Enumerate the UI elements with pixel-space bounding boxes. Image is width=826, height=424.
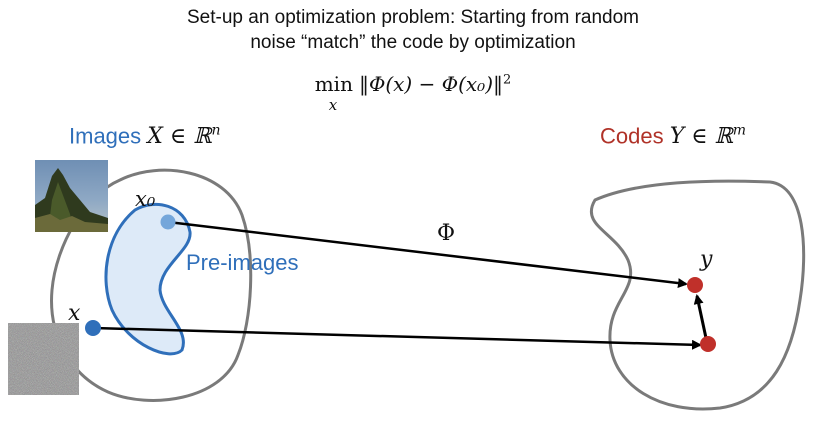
- formula-body: ‖Φ(x) − Φ(x₀)‖: [358, 72, 504, 96]
- title-line-2: noise “match” the code by optimization: [250, 32, 576, 53]
- images-symbol-text: X ∈ ℝ: [147, 124, 212, 150]
- arrow-x0-to-y: [167, 220, 688, 289]
- arrow-x-to-code: [93, 326, 702, 350]
- codes-word: Codes: [600, 123, 664, 149]
- preimages-label: Pre-images: [186, 250, 298, 275]
- image-space-outline: [50, 168, 253, 402]
- y-label: y: [699, 247, 713, 272]
- codes-symbol-text: Y ∈ ℝ: [669, 124, 733, 150]
- images-set-label: Images X ∈ ℝn: [69, 118, 221, 150]
- objective-formula: min x ‖Φ(x) − Φ(x₀)‖2: [0, 72, 826, 114]
- arrow-code-to-y: [693, 294, 708, 339]
- codes-symbol: Y ∈ ℝm: [669, 123, 747, 150]
- min-text: min: [314, 72, 353, 96]
- x-point: [85, 320, 101, 336]
- formula-exponent: 2: [503, 72, 512, 88]
- code-space-outline: [589, 179, 806, 411]
- noise-image-thumbnail: [8, 323, 79, 395]
- code-point: [700, 336, 716, 352]
- y-point: [687, 277, 703, 293]
- images-word: Images: [69, 123, 142, 149]
- natural-image-thumbnail: [35, 160, 108, 232]
- x-label: x: [68, 301, 81, 326]
- images-symbol: X ∈ ℝn: [147, 123, 221, 150]
- x0-point: [160, 214, 176, 230]
- phi-label: Φ: [437, 221, 455, 246]
- min-subscript: x: [328, 96, 338, 114]
- codes-exponent: m: [732, 123, 747, 139]
- title-line-1: Set-up an optimization problem: Starting…: [187, 7, 639, 28]
- codes-set-label: Codes Y ∈ ℝm: [600, 118, 746, 150]
- min-operator: min x: [314, 72, 353, 114]
- images-exponent: n: [211, 123, 221, 139]
- x0-label: x₀: [135, 187, 156, 211]
